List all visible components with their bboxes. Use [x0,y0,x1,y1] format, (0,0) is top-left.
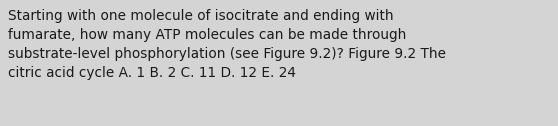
Text: Starting with one molecule of isocitrate and ending with
fumarate, how many ATP : Starting with one molecule of isocitrate… [8,9,446,80]
